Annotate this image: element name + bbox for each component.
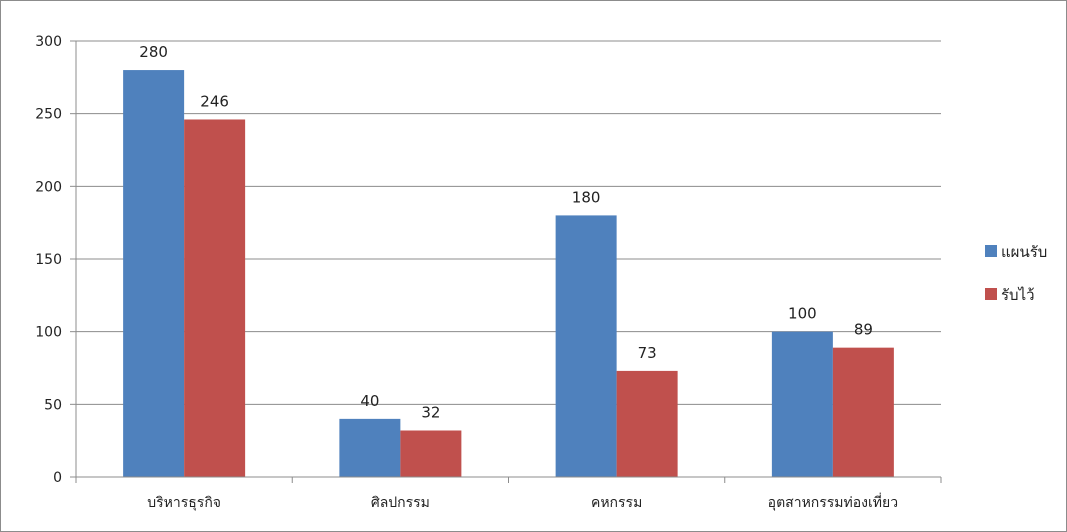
bar bbox=[339, 418, 401, 477]
data-label: 100 bbox=[788, 305, 817, 323]
x-tick-labels: บริหารธุรกิจ ศิลปกรรม คหกรรม อุตสาหกรรมท่อง… bbox=[147, 493, 898, 511]
data-label: 32 bbox=[421, 403, 440, 421]
bars bbox=[123, 70, 894, 478]
legend-swatch bbox=[985, 245, 997, 257]
bar bbox=[616, 370, 678, 477]
data-label: 180 bbox=[572, 188, 601, 206]
y-tick-label: 300 bbox=[35, 34, 62, 50]
y-tick-label: 50 bbox=[44, 397, 62, 413]
legend-swatch bbox=[985, 288, 997, 300]
y-tick-label: 100 bbox=[35, 325, 62, 341]
bar bbox=[555, 215, 617, 477]
x-tick-label: ศิลปกรรม bbox=[371, 495, 430, 511]
bar bbox=[771, 331, 833, 477]
y-tick-label: 200 bbox=[35, 179, 62, 195]
data-label: 280 bbox=[139, 43, 168, 61]
bar bbox=[184, 119, 246, 477]
y-tick-label: 150 bbox=[35, 252, 62, 268]
y-tick-labels: 0 50 100 150 200 250 300 bbox=[35, 34, 62, 486]
bar bbox=[123, 70, 185, 478]
data-label: 73 bbox=[638, 344, 657, 362]
data-label: 246 bbox=[200, 92, 229, 110]
legend-label: แผนรับ bbox=[1001, 243, 1047, 261]
legend: แผนรับรับไว้ bbox=[985, 243, 1047, 304]
legend-label: รับไว้ bbox=[1001, 286, 1035, 304]
y-tick-label: 250 bbox=[35, 107, 62, 123]
x-tick-label: บริหารธุรกิจ bbox=[147, 495, 221, 511]
x-tick-label: คหกรรม bbox=[591, 495, 642, 511]
bar bbox=[400, 430, 462, 477]
data-labels: 280 246 40 32 180 73 100 89 bbox=[139, 43, 873, 421]
x-tick-label: อุตสาหกรรมท่องเที่ยว bbox=[768, 493, 898, 511]
data-label: 40 bbox=[360, 392, 379, 410]
bar bbox=[832, 347, 894, 477]
axes bbox=[70, 40, 942, 483]
y-tick-label: 0 bbox=[53, 470, 62, 486]
data-label: 89 bbox=[854, 321, 873, 339]
